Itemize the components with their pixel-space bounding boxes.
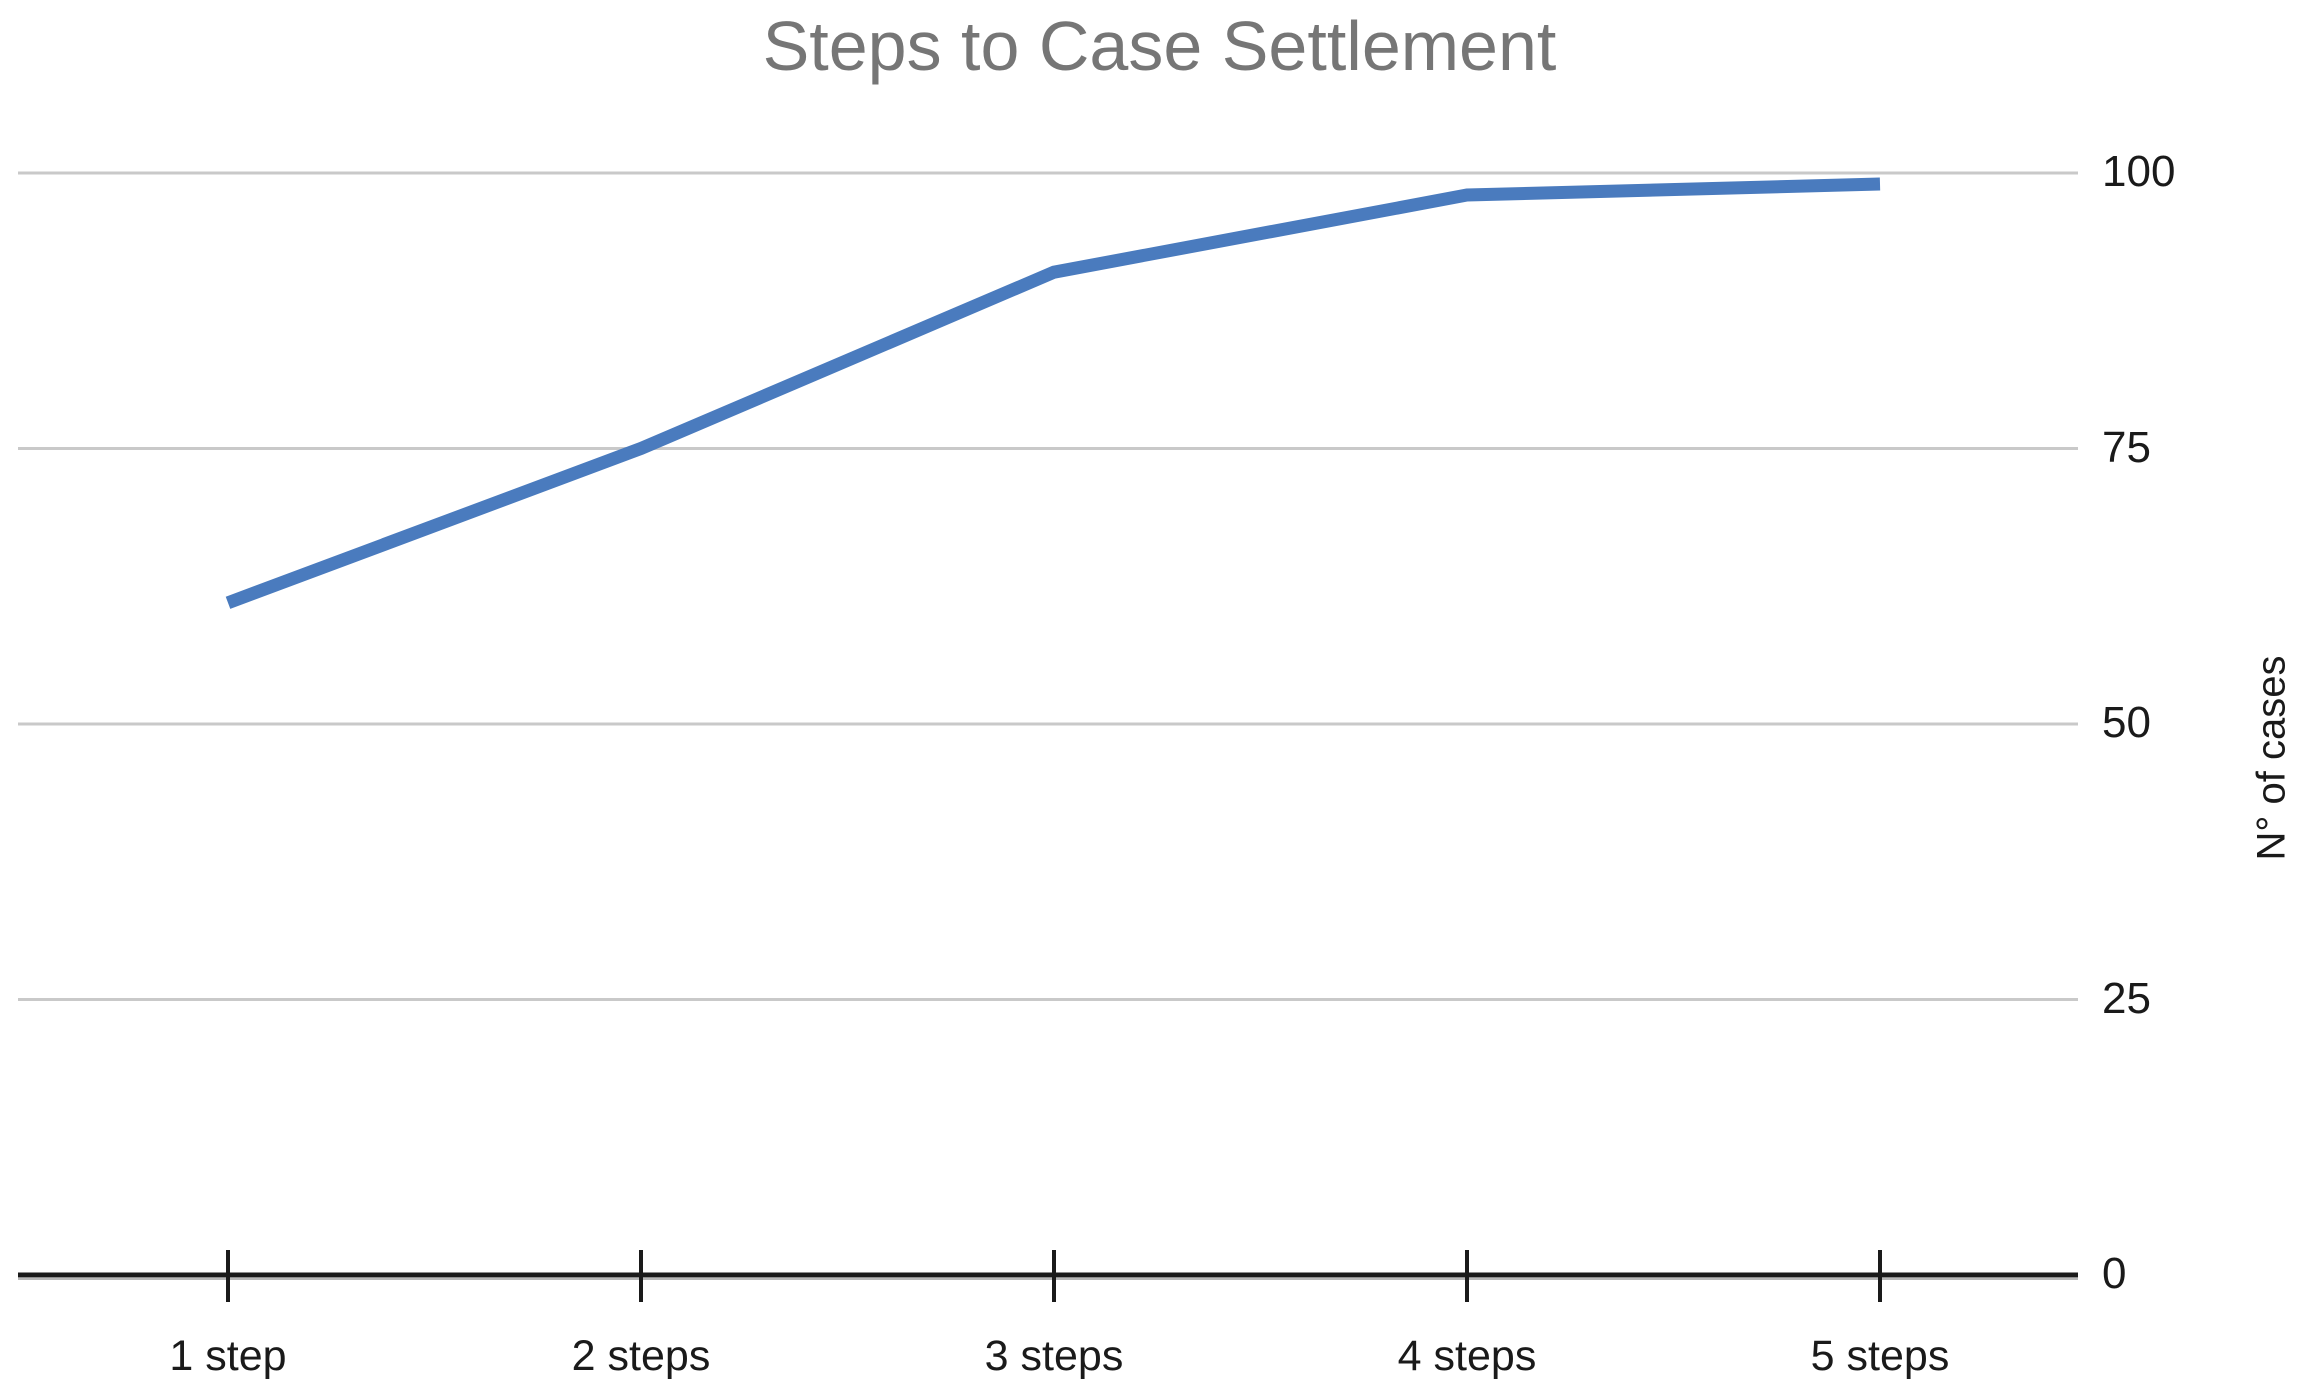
y-tick-label-100: 100 bbox=[2102, 147, 2176, 196]
x-tick-label-1: 1 step bbox=[169, 1332, 287, 1380]
y-tick-label-0: 0 bbox=[2102, 1249, 2127, 1298]
x-tick-label-5: 5 steps bbox=[1810, 1332, 1950, 1380]
chart-title: Steps to Case Settlement bbox=[762, 7, 1557, 85]
x-tick-label-3: 3 steps bbox=[984, 1332, 1124, 1380]
y-axis-title: N° of cases bbox=[2249, 655, 2294, 861]
y-tick-label-50: 50 bbox=[2102, 698, 2151, 747]
x-tick-label-2: 2 steps bbox=[571, 1332, 711, 1380]
data-line-n-of-cases bbox=[225, 177, 1881, 609]
y-tick-label-75: 75 bbox=[2102, 422, 2151, 472]
x-tick-label-4: 4 steps bbox=[1397, 1332, 1537, 1380]
y-tick-label-25: 25 bbox=[2102, 973, 2151, 1023]
